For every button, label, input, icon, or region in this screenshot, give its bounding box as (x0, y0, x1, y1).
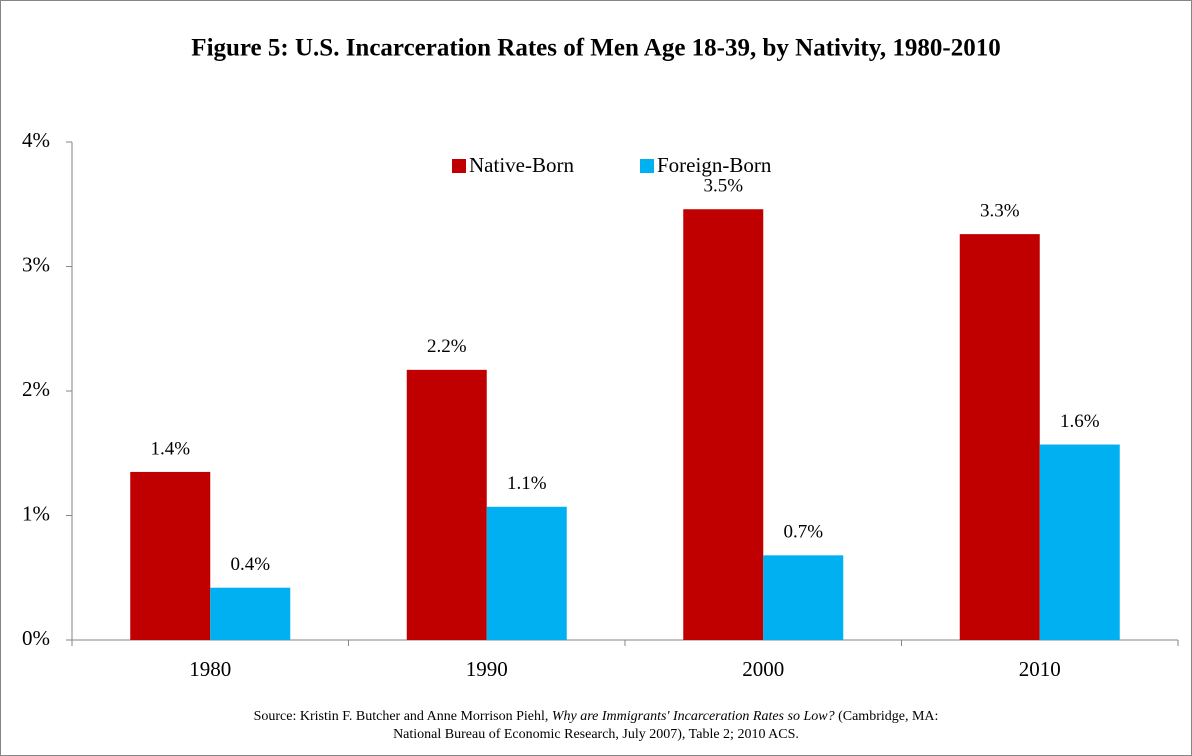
value-label: 1.4% (150, 438, 190, 459)
bar (959, 234, 1040, 640)
y-tick-label: 0% (22, 626, 50, 650)
source-text: Source: Kristin F. Butcher and Anne Morr… (254, 709, 552, 724)
x-tick-label: 1980 (189, 657, 231, 681)
chart-title: Figure 5: U.S. Incarceration Rates of Me… (191, 35, 1000, 62)
legend-label: Foreign-Born (657, 153, 772, 177)
source-text: (Cambridge, MA: (835, 709, 939, 724)
value-label: 0.7% (783, 522, 823, 543)
y-tick-label: 3% (22, 252, 50, 276)
value-label: 1.1% (507, 473, 547, 494)
value-label: 1.6% (1060, 411, 1100, 432)
value-label: 0.4% (230, 554, 270, 575)
bar (683, 209, 764, 641)
bar (210, 587, 291, 640)
legend-label: Native-Born (469, 153, 574, 177)
value-label: 3.5% (703, 176, 743, 197)
bar (130, 471, 211, 640)
y-tick-label: 2% (22, 377, 50, 401)
legend-swatch (640, 159, 654, 173)
y-tick-label: 4% (22, 128, 50, 152)
x-tick-label: 1990 (466, 657, 508, 681)
bar (763, 555, 844, 640)
source-title: Why are Immigrants' Incarceration Rates … (552, 709, 835, 724)
bar (406, 369, 487, 640)
bar (486, 506, 567, 640)
source-line: National Bureau of Economic Research, Ju… (393, 727, 799, 742)
source-line: Source: Kristin F. Butcher and Anne Morr… (254, 709, 939, 724)
x-tick-label: 2000 (742, 657, 784, 681)
bar (1039, 444, 1120, 640)
legend-swatch (452, 159, 466, 173)
value-label: 3.3% (980, 200, 1020, 221)
x-tick-label: 2010 (1019, 657, 1061, 681)
value-label: 2.2% (427, 336, 467, 357)
y-tick-label: 1% (22, 501, 50, 525)
